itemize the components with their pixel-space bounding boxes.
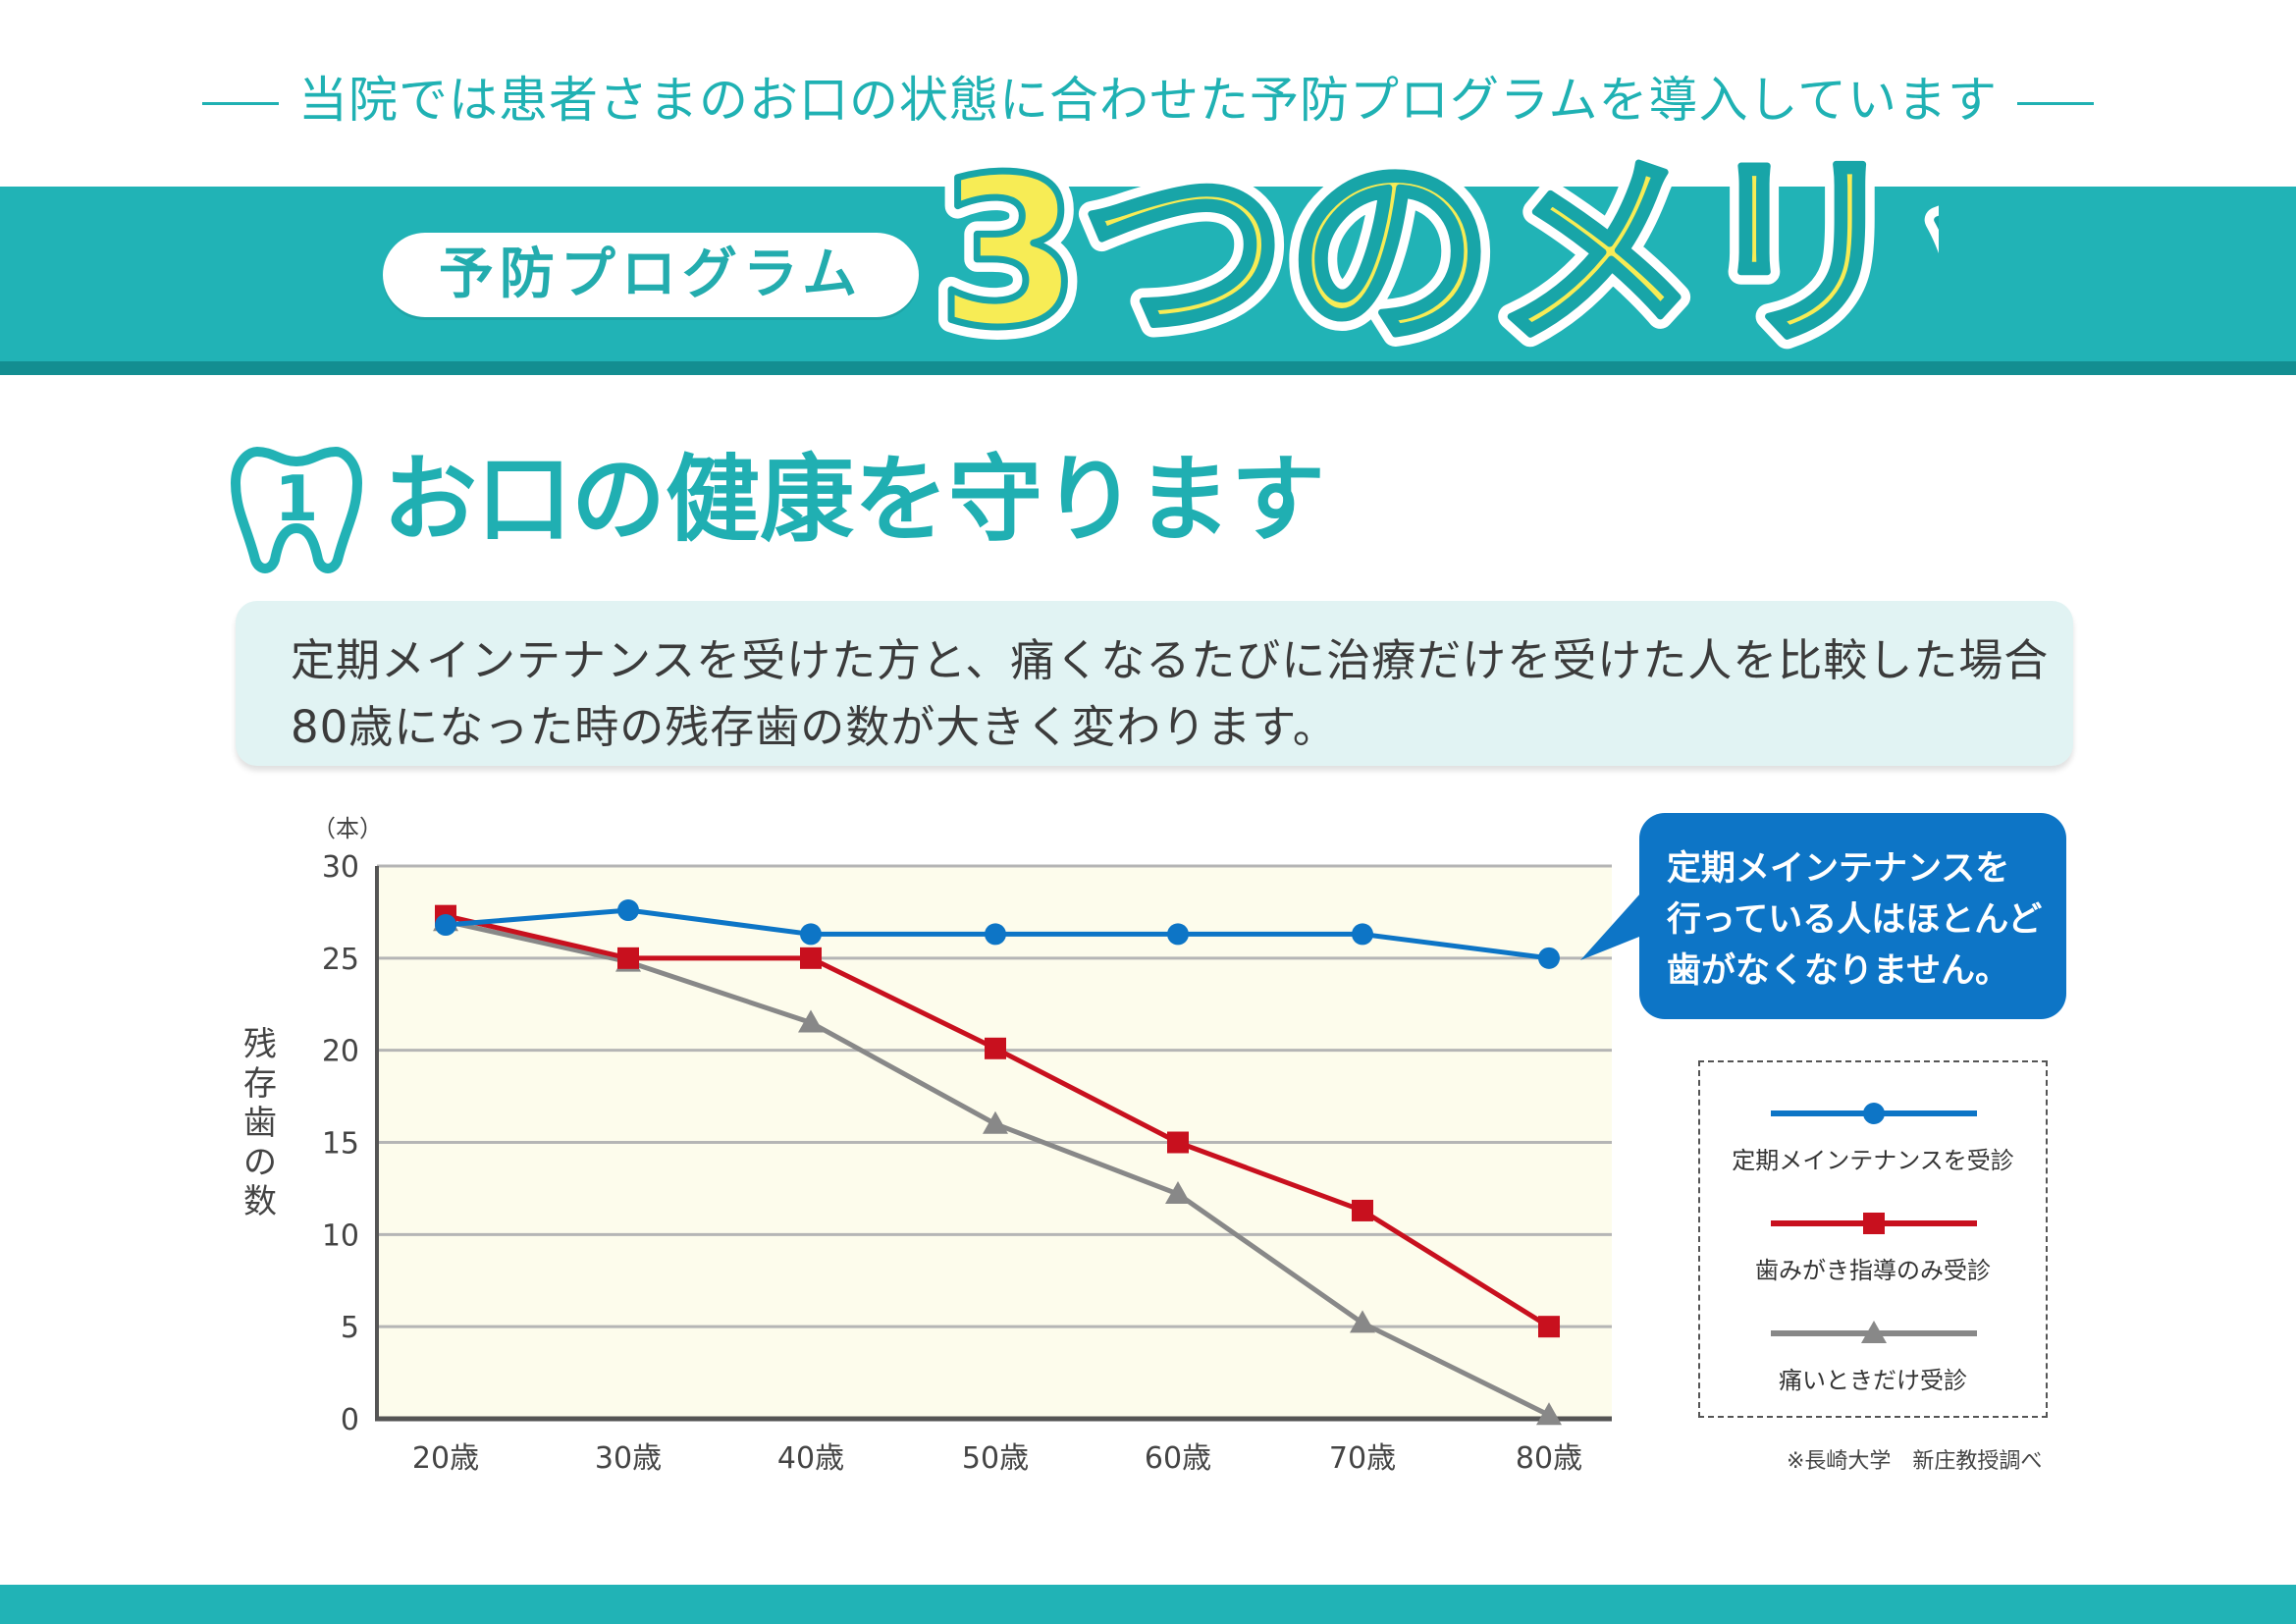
data-point xyxy=(798,1009,824,1033)
tagline-text: 当院では患者さまのお口の状態に合わせた予防プログラムを導入しています xyxy=(298,72,1998,129)
series-layer xyxy=(433,899,1562,1426)
series-square xyxy=(435,904,1560,1338)
y-tick-label: 20 xyxy=(322,1035,359,1069)
merit-title-text: 3つのメリット xyxy=(937,135,1939,373)
data-point xyxy=(435,914,456,937)
data-point xyxy=(1350,1310,1375,1333)
program-pill: 予防プログラム xyxy=(383,233,919,317)
data-point xyxy=(1352,923,1373,946)
data-point xyxy=(1165,1181,1191,1205)
y-tick-label: 5 xyxy=(341,1311,359,1345)
x-tick-label: 30歳 xyxy=(595,1441,662,1476)
data-point xyxy=(983,1110,1008,1134)
data-point xyxy=(1167,1131,1189,1154)
section-heading-text: お口の健康を守ります xyxy=(383,445,1325,555)
y-tick-label: 10 xyxy=(322,1218,359,1253)
data-point xyxy=(1167,923,1189,946)
callout-line-1: 定期メインテナンスを xyxy=(1667,849,2010,889)
y-axis-label-char: 残 xyxy=(243,1025,277,1064)
callout-line-2: 行っている人はほとんど xyxy=(1667,900,2043,940)
description-box: 定期メインテナンスを受けた方と、痛くなるたびに治療だけを受けた人を比較した場合 … xyxy=(236,601,2073,766)
data-point xyxy=(985,923,1006,946)
legend-marker xyxy=(1863,1103,1885,1124)
tooth-icon: 1 xyxy=(231,447,362,573)
description-line-2: 80歳になった時の残存歯の数が大きく変わります。 xyxy=(291,701,1338,753)
data-point xyxy=(800,947,822,969)
merit-title: 3つのメリット 3つのメリット 3つのメリット xyxy=(928,135,1939,381)
y-axis-label-char: 歯 xyxy=(243,1104,277,1143)
callout-bubble: 定期メインテナンスを 行っている人はほとんど 歯がなくなりません。 xyxy=(1639,813,2066,1019)
legend-label-pain-only: 痛いときだけ受診 xyxy=(1779,1367,1967,1394)
x-tick-label: 50歳 xyxy=(962,1441,1029,1476)
data-point xyxy=(1538,1316,1560,1338)
data-point xyxy=(1536,1402,1562,1426)
x-tick-label: 70歳 xyxy=(1329,1441,1396,1476)
title-banner-shadow xyxy=(0,361,2296,375)
merit-title-shadow: 3つのメリット xyxy=(945,140,1939,381)
y-axis-label-char: 数 xyxy=(243,1182,277,1221)
x-tick-label: 20歳 xyxy=(412,1441,479,1476)
description-line-1: 定期メインテナンスを受けた方と、痛くなるたびに治療だけを受けた人を比較した場合 xyxy=(291,634,2050,686)
data-point xyxy=(800,923,822,946)
callout-line-3: 歯がなくなりません。 xyxy=(1667,951,2009,991)
x-tick-label: 60歳 xyxy=(1145,1441,1211,1476)
tagline-dash-left xyxy=(202,102,279,105)
callout-pointer xyxy=(1580,884,1649,960)
y-axis-label-char: の xyxy=(243,1143,277,1182)
section-heading-outline: お口の健康を守ります xyxy=(383,445,1325,555)
merit-title-outline: 3つのメリット xyxy=(937,135,1939,373)
bottom-bar xyxy=(0,1585,2296,1624)
legend-marker xyxy=(1861,1321,1887,1343)
tooth-count-chart: 0 5 10 15 20 25 30 20歳 30歳 40歳 50歳 60歳 70歳 80歳 （本） 残… xyxy=(243,815,1612,1476)
data-point xyxy=(1538,947,1560,969)
unit-label: （本） xyxy=(312,815,383,842)
source-note: ※長崎大学 新庄教授調べ xyxy=(1787,1449,2043,1474)
legend-label-brushing: 歯みがき指導のみ受診 xyxy=(1755,1257,1991,1284)
section-heading: 1 お口の健康を守ります お口の健康を守ります xyxy=(231,438,1332,573)
y-tick-labels: 0 5 10 15 20 25 30 xyxy=(322,850,359,1437)
tagline: 当院では患者さまのお口の状態に合わせた予防プログラムを導入しています xyxy=(0,61,2296,132)
data-point xyxy=(617,899,639,922)
y-tick-label: 0 xyxy=(341,1403,359,1437)
axes xyxy=(375,866,1612,1422)
legend-label-maintenance: 定期メインテナンスを受診 xyxy=(1732,1147,2014,1174)
legend-markers xyxy=(1771,1103,1977,1343)
y-axis-label-char: 存 xyxy=(243,1064,277,1104)
x-tick-label: 80歳 xyxy=(1516,1441,1582,1476)
tagline-dash-right xyxy=(2017,102,2094,105)
series-circle xyxy=(435,899,1560,969)
x-tick-labels: 20歳 30歳 40歳 50歳 60歳 70歳 80歳 xyxy=(412,1441,1582,1476)
data-point xyxy=(617,947,639,969)
y-axis-label: 残存歯の数 xyxy=(243,1025,277,1221)
x-tick-label: 40歳 xyxy=(777,1441,844,1476)
legend-marker xyxy=(1863,1213,1885,1234)
data-point xyxy=(985,1037,1006,1059)
y-tick-label: 30 xyxy=(322,850,359,885)
y-tick-label: 25 xyxy=(322,943,359,977)
chart-legend: 定期メインテナンスを受診 歯みがき指導のみ受診 痛いときだけ受診 xyxy=(1698,1060,2048,1418)
y-tick-label: 15 xyxy=(322,1127,359,1162)
title-banner xyxy=(0,187,2296,361)
section-number: 1 xyxy=(275,463,319,536)
data-point xyxy=(1352,1199,1373,1221)
